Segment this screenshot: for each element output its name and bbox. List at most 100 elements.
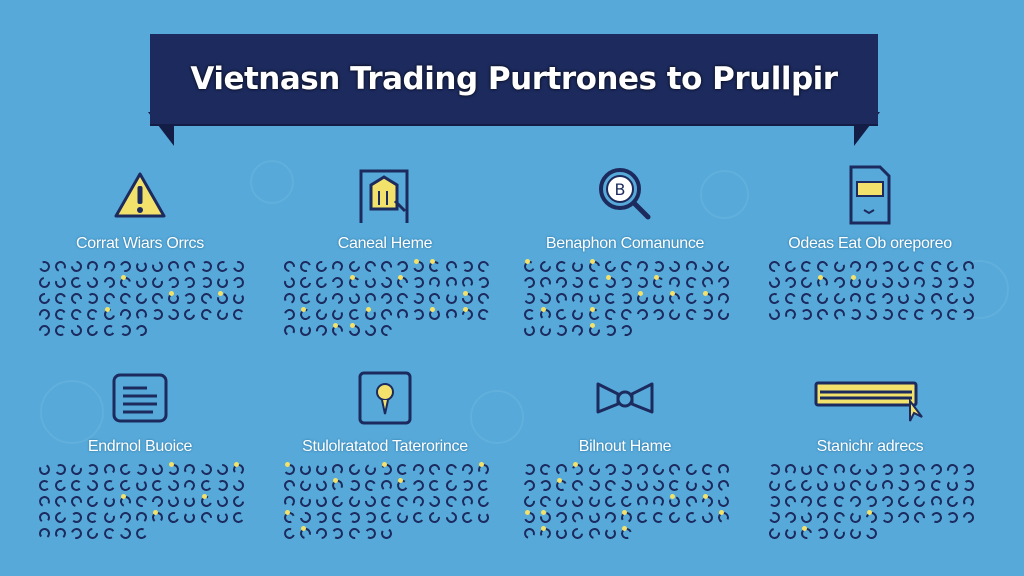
glyph-mark bbox=[229, 477, 247, 494]
glyph-mark bbox=[846, 461, 864, 478]
glyph-mark bbox=[552, 462, 569, 477]
glyph-mark bbox=[585, 291, 601, 305]
glyph-mark bbox=[361, 291, 378, 306]
glyph-mark bbox=[781, 291, 798, 306]
glyph-mark bbox=[229, 291, 245, 305]
glyph-marks bbox=[280, 258, 492, 339]
glyph-mark bbox=[585, 510, 602, 525]
glyph-mark bbox=[830, 307, 847, 322]
glyph-mark bbox=[665, 461, 683, 478]
glyph-mark bbox=[280, 526, 297, 541]
glyph-mark bbox=[213, 510, 229, 524]
glyph-mark bbox=[714, 307, 731, 322]
glyph-mark bbox=[280, 275, 297, 290]
glyph-mark bbox=[585, 275, 601, 288]
glyph-mark bbox=[361, 462, 378, 477]
glyph-mark bbox=[83, 307, 100, 322]
glyph-mark bbox=[601, 526, 617, 540]
glyph-mark bbox=[345, 494, 362, 509]
glyph-mark bbox=[296, 307, 313, 322]
glyph-mark bbox=[100, 274, 117, 291]
glyph-mark bbox=[649, 259, 665, 273]
glyph-mark bbox=[213, 307, 230, 322]
glyph-mark bbox=[345, 258, 362, 275]
glyph-mark bbox=[164, 477, 182, 494]
glyph-mark bbox=[698, 477, 715, 494]
glyph-mark bbox=[536, 478, 553, 493]
glyph-mark bbox=[665, 306, 683, 323]
glyph-mark bbox=[633, 290, 651, 307]
glyph-mark bbox=[67, 493, 85, 510]
glyph-mark bbox=[116, 494, 133, 509]
glyph-mark bbox=[328, 274, 346, 291]
glyph-mark bbox=[474, 290, 492, 307]
glyph-mark bbox=[617, 510, 634, 525]
glyph-mark bbox=[536, 509, 554, 526]
glyph-mark bbox=[132, 307, 148, 321]
glyph-mark bbox=[377, 258, 395, 275]
glyph-mark bbox=[682, 307, 699, 322]
glyph-mark bbox=[132, 494, 149, 509]
glyph-mark bbox=[585, 322, 602, 339]
glyph-mark bbox=[116, 323, 132, 337]
glyph-mark bbox=[458, 462, 475, 477]
glyph-mark bbox=[846, 493, 864, 510]
glyph-mark bbox=[328, 493, 346, 510]
document-icon bbox=[755, 165, 985, 225]
glyph-mark bbox=[878, 510, 894, 524]
glyph-mark bbox=[393, 478, 410, 493]
glyph-mark bbox=[568, 307, 585, 322]
glyph-mark bbox=[813, 526, 830, 540]
glyph-mark bbox=[132, 510, 148, 524]
glyph-mark bbox=[425, 478, 441, 492]
glyph-mark bbox=[830, 494, 846, 508]
glyph-mark bbox=[959, 307, 976, 322]
glyph-marks bbox=[280, 461, 491, 542]
feature-card: Odeas Eat Ob oreporeo bbox=[755, 165, 985, 323]
glyph-mark bbox=[312, 274, 330, 291]
glyph-mark bbox=[67, 525, 85, 542]
glyph-mark bbox=[280, 323, 297, 338]
glyph-mark bbox=[520, 462, 536, 476]
glyph-mark bbox=[910, 509, 928, 526]
card-label: Odeas Eat Ob oreporeo bbox=[788, 235, 952, 252]
glyph-mark bbox=[797, 493, 815, 510]
glyph-mark bbox=[100, 306, 117, 323]
glyph-mark bbox=[601, 509, 618, 526]
glyph-mark bbox=[781, 462, 797, 476]
card-label: Benaphon Comanunce bbox=[545, 235, 705, 252]
feature-card: Endrnol Buoice bbox=[25, 368, 255, 542]
glyph-mark bbox=[633, 478, 650, 493]
glyph-mark bbox=[328, 259, 345, 273]
glyph-mark bbox=[943, 493, 960, 510]
glyph-mark bbox=[213, 494, 230, 509]
glyph-mark bbox=[393, 290, 411, 307]
glyph-mark bbox=[229, 307, 245, 321]
glyph-mark bbox=[862, 526, 879, 541]
glyph-mark bbox=[813, 306, 831, 323]
glyph-mark bbox=[830, 274, 847, 291]
glyph-mark bbox=[781, 477, 799, 494]
glyph-mark bbox=[67, 307, 85, 322]
glyph-mark bbox=[765, 462, 781, 476]
glyph-mark bbox=[894, 493, 912, 510]
glyph-mark bbox=[51, 291, 68, 306]
glyph-mark bbox=[552, 323, 569, 338]
glyph-mark bbox=[568, 525, 586, 542]
glyph-mark bbox=[714, 494, 731, 509]
glyph-mark bbox=[568, 477, 586, 494]
glyph-mark bbox=[393, 493, 411, 510]
glyph-mark bbox=[164, 494, 181, 509]
glyph-mark bbox=[296, 525, 314, 542]
glyph-mark bbox=[35, 494, 52, 509]
glyph-mark bbox=[474, 307, 491, 322]
glyph-mark bbox=[312, 525, 330, 542]
glyph-mark bbox=[698, 291, 714, 305]
glyph-mark bbox=[617, 526, 634, 541]
glyph-mark bbox=[197, 259, 213, 273]
handshake-icon bbox=[510, 368, 740, 428]
glyph-mark bbox=[862, 291, 878, 305]
glyph-mark bbox=[377, 526, 393, 541]
glyph-mark bbox=[520, 274, 538, 291]
glyph-mark bbox=[520, 291, 537, 306]
